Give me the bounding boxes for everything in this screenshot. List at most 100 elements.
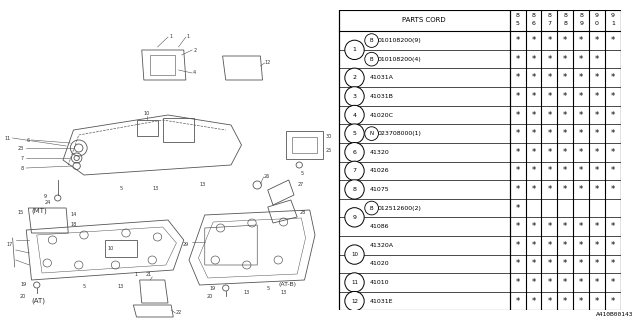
Text: *: *	[547, 185, 552, 194]
Text: *: *	[516, 297, 520, 306]
Text: 13: 13	[244, 290, 250, 294]
Text: 20: 20	[20, 294, 26, 300]
Ellipse shape	[345, 105, 364, 125]
Text: B: B	[370, 57, 373, 62]
Text: 8: 8	[563, 12, 567, 18]
Text: *: *	[516, 185, 520, 194]
Text: 41026: 41026	[370, 168, 390, 173]
Text: 24: 24	[44, 200, 51, 205]
Text: *: *	[563, 297, 568, 306]
Text: 1: 1	[187, 35, 190, 39]
Text: 13: 13	[280, 290, 287, 294]
Text: N: N	[369, 131, 374, 136]
Text: *: *	[579, 166, 583, 175]
Ellipse shape	[365, 127, 378, 140]
Ellipse shape	[365, 201, 378, 215]
Text: 5: 5	[119, 186, 122, 190]
Text: *: *	[516, 148, 520, 157]
Text: *: *	[611, 260, 615, 268]
Text: *: *	[611, 92, 615, 101]
Text: *: *	[547, 55, 552, 64]
Text: *: *	[611, 73, 615, 82]
Text: 11: 11	[351, 280, 358, 285]
Text: *: *	[547, 110, 552, 119]
Text: *: *	[595, 241, 599, 250]
Text: *: *	[547, 278, 552, 287]
Text: 9: 9	[353, 215, 356, 220]
Text: (AT): (AT)	[31, 297, 45, 303]
Text: *: *	[595, 260, 599, 268]
Text: 8: 8	[21, 165, 24, 171]
Text: 25: 25	[326, 148, 332, 153]
Text: 18: 18	[70, 222, 77, 228]
Text: 41031E: 41031E	[370, 299, 394, 304]
Text: 28: 28	[300, 211, 305, 215]
Text: *: *	[547, 222, 552, 231]
Text: *: *	[579, 297, 583, 306]
Text: *: *	[563, 166, 568, 175]
Text: 41031B: 41031B	[370, 94, 394, 99]
Text: *: *	[611, 222, 615, 231]
Text: *: *	[516, 166, 520, 175]
Text: *: *	[547, 129, 552, 138]
Text: 41086: 41086	[370, 224, 390, 229]
Ellipse shape	[365, 34, 378, 47]
Text: *: *	[563, 129, 568, 138]
Text: 4: 4	[193, 70, 196, 76]
Ellipse shape	[345, 245, 364, 264]
Text: *: *	[516, 241, 520, 250]
Text: *: *	[595, 148, 599, 157]
Text: *: *	[516, 278, 520, 287]
Text: 7: 7	[353, 168, 356, 173]
Text: *: *	[563, 222, 568, 231]
Text: 9: 9	[595, 12, 599, 18]
Text: *: *	[579, 73, 583, 82]
Ellipse shape	[365, 52, 378, 66]
Text: 5: 5	[83, 284, 86, 290]
Text: *: *	[611, 36, 615, 45]
Ellipse shape	[345, 68, 364, 87]
Text: 41320: 41320	[370, 150, 390, 155]
Text: 10: 10	[144, 111, 150, 116]
Text: 010108200(9): 010108200(9)	[378, 38, 421, 43]
Text: *: *	[531, 297, 536, 306]
Text: *: *	[563, 278, 568, 287]
Text: 8: 8	[353, 187, 356, 192]
Text: *: *	[595, 110, 599, 119]
Text: 7: 7	[21, 156, 24, 161]
Text: *: *	[516, 110, 520, 119]
Text: *: *	[547, 148, 552, 157]
Text: 8: 8	[563, 21, 567, 26]
Text: *: *	[563, 241, 568, 250]
Text: 2: 2	[353, 75, 356, 80]
Text: *: *	[516, 204, 520, 212]
Text: *: *	[531, 278, 536, 287]
Ellipse shape	[345, 161, 364, 180]
Text: *: *	[547, 241, 552, 250]
Ellipse shape	[345, 273, 364, 292]
Text: 41020C: 41020C	[370, 113, 394, 117]
Text: 6: 6	[353, 150, 356, 155]
Text: B: B	[370, 205, 373, 211]
Text: 1: 1	[353, 47, 356, 52]
Text: 1: 1	[135, 272, 138, 277]
Text: 21: 21	[146, 272, 152, 277]
Text: 23: 23	[18, 146, 24, 150]
Text: 30: 30	[326, 134, 332, 140]
Ellipse shape	[345, 124, 364, 143]
Text: *: *	[516, 36, 520, 45]
Text: *: *	[579, 129, 583, 138]
Text: A410B00143: A410B00143	[596, 312, 634, 317]
Text: *: *	[611, 110, 615, 119]
Text: *: *	[595, 222, 599, 231]
Text: *: *	[516, 55, 520, 64]
Text: *: *	[516, 129, 520, 138]
Text: 8: 8	[579, 12, 583, 18]
Text: 8: 8	[532, 12, 536, 18]
Text: *: *	[579, 222, 583, 231]
Text: 5: 5	[516, 21, 520, 26]
Text: *: *	[563, 110, 568, 119]
Text: *: *	[579, 278, 583, 287]
Text: 012512600(2): 012512600(2)	[378, 205, 421, 211]
Text: B: B	[370, 38, 373, 43]
